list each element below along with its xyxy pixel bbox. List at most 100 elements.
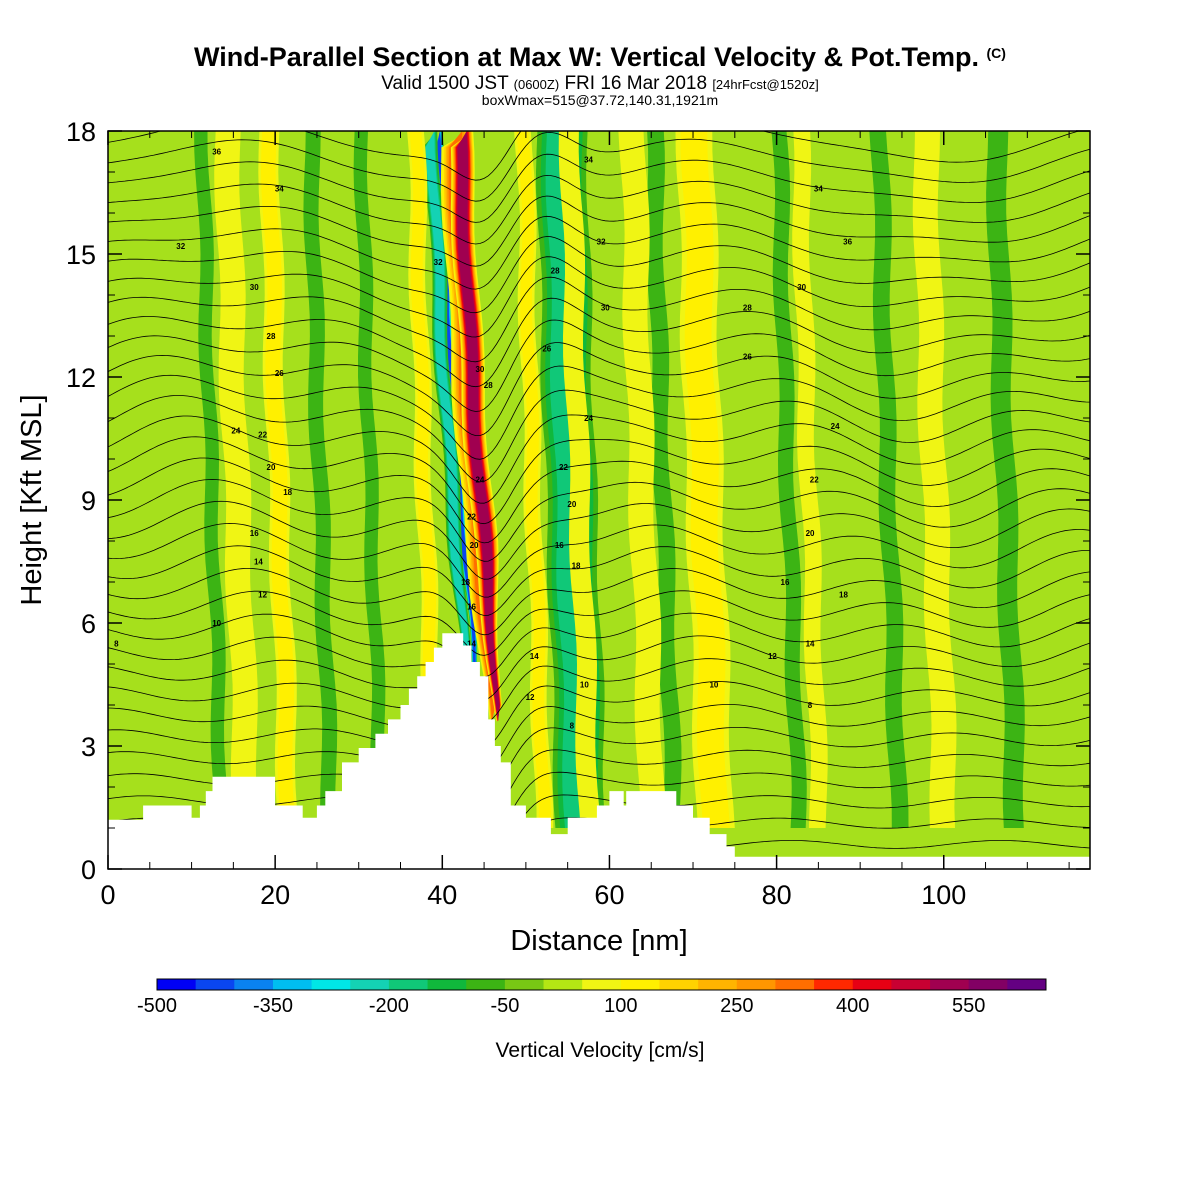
updraft-band-2-shell-0 xyxy=(214,131,259,828)
colorbar-swatch-5 xyxy=(350,979,390,990)
updraft-band-4-shell-0 xyxy=(792,131,828,828)
theta-label-43: 20 xyxy=(806,529,815,538)
colorbar: -500 -350 -200 -50 100 250 400 550 xyxy=(137,978,1047,1017)
colorbar-swatch-20 xyxy=(930,979,970,990)
theta-label-32: 24 xyxy=(584,414,593,423)
forecast-info: [24hrFcst@1520z] xyxy=(712,77,819,92)
colorbar-swatch-13 xyxy=(659,979,699,990)
theta-label-44: 22 xyxy=(810,476,819,485)
theta-label-37: 34 xyxy=(584,156,593,165)
theta-contour-33 xyxy=(108,131,1081,181)
theta-contour-14 xyxy=(108,522,1090,598)
theta-contour-21 xyxy=(108,365,1090,460)
theta-contour-30 xyxy=(108,174,1090,245)
downdraft-band-9-shell-0 xyxy=(986,131,1025,828)
y-tick-label-5: 15 xyxy=(66,240,96,270)
downdraft-band-4-shell-0 xyxy=(645,131,682,828)
colorbar-swatch-15 xyxy=(736,979,776,990)
colorbar-label: Vertical Velocity [cm/s] xyxy=(496,1039,705,1062)
updraft-band-8-shell-1 xyxy=(261,131,296,828)
theta-label-0: 8 xyxy=(114,640,119,649)
theta-label-33: 26 xyxy=(542,344,551,353)
theta-label-45: 24 xyxy=(831,422,840,431)
colorbar-frame xyxy=(156,978,1047,991)
theta-contour-5 xyxy=(108,727,1090,800)
theta-label-48: 30 xyxy=(797,283,806,292)
colorbar-swatch-14 xyxy=(698,979,738,990)
colorbar-tick-label-0: -500 xyxy=(137,995,177,1017)
x-tick-label-1: 20 xyxy=(260,880,290,910)
theta-label-25: 12 xyxy=(526,693,535,702)
theta-label-20: 20 xyxy=(470,541,479,550)
theta-contour-27 xyxy=(108,236,1090,314)
colorbar-swatch-21 xyxy=(968,979,1008,990)
colorbar-swatch-4 xyxy=(311,979,351,990)
theta-label-8: 24 xyxy=(231,426,240,435)
colorbar-tick-label-5: 250 xyxy=(720,995,753,1017)
chart-title: Wind-Parallel Section at Max W: Vertical… xyxy=(0,42,1200,73)
theta-label-30: 20 xyxy=(567,500,576,509)
theta-label-9: 26 xyxy=(275,369,284,378)
theta-label-23: 14 xyxy=(467,640,476,649)
downdraft-band-1-shell-3 xyxy=(425,131,471,722)
theta-label-16: 30 xyxy=(475,365,484,374)
colorbar-swatch-2 xyxy=(234,979,274,990)
colorbar-tick-label-4: 100 xyxy=(604,995,637,1017)
theta-label-51: 8 xyxy=(808,701,813,710)
theta-label-1: 10 xyxy=(212,619,221,628)
updraft-band-5-shell-1 xyxy=(409,131,442,828)
theta-label-35: 30 xyxy=(601,303,610,312)
theta-label-29: 18 xyxy=(572,562,581,571)
downdraft-band-5-shell-0 xyxy=(771,131,807,828)
theta-contour-19 xyxy=(108,414,1090,504)
theta-contour-4 xyxy=(108,749,1090,824)
colorbar-swatch-19 xyxy=(891,979,931,990)
downdraft-band-8-shell-0 xyxy=(353,131,388,828)
theta-contour-26 xyxy=(108,256,1090,338)
theta-contour-32 xyxy=(108,131,1090,202)
theta-label-13: 34 xyxy=(275,184,284,193)
updraft-band-7-shell-1 xyxy=(680,131,730,828)
x-tick-label-3: 60 xyxy=(594,880,624,910)
colorbar-swatch-12 xyxy=(620,979,660,990)
valid-date: FRI 16 Mar 2018 xyxy=(564,73,708,94)
updraft-band-3-shell-0 xyxy=(912,131,957,828)
theta-label-34: 28 xyxy=(551,266,560,275)
colorbar-swatch-11 xyxy=(582,979,622,990)
theta-label-15: 32 xyxy=(434,258,443,267)
theta-contour-23 xyxy=(108,319,1090,412)
theta-label-49: 34 xyxy=(814,184,823,193)
updraft-band-1-shell-0 xyxy=(558,131,601,828)
colorbar-swatch-16 xyxy=(775,979,815,990)
terrain xyxy=(108,633,1090,869)
x-tick-label-5: 100 xyxy=(921,880,966,910)
theta-contour-17 xyxy=(108,457,1090,544)
colorbar-tick-label-7: 550 xyxy=(952,995,985,1017)
y-tick-label-1: 3 xyxy=(81,732,96,762)
theta-label-11: 30 xyxy=(250,283,259,292)
theta-label-26: 8 xyxy=(570,722,575,731)
x-axis-label: Distance [nm] xyxy=(510,925,687,957)
theta-label-27: 10 xyxy=(580,681,589,690)
colorbar-swatch-7 xyxy=(427,979,467,990)
y-tick-label-2: 6 xyxy=(81,609,96,639)
theta-label-18: 24 xyxy=(475,476,484,485)
theta-label-21: 18 xyxy=(461,578,470,587)
theta-label-2: 12 xyxy=(258,590,267,599)
theta-label-14: 36 xyxy=(212,148,221,157)
theta-contour-31 xyxy=(108,153,1090,223)
theta-contour-12 xyxy=(108,568,1090,636)
theta-contour-24 xyxy=(108,297,1090,388)
theta-label-17: 28 xyxy=(484,381,493,390)
downdraft-band-3-shell-0 xyxy=(303,131,338,828)
theta-contour-11 xyxy=(108,590,1090,656)
theta-label-46: 26 xyxy=(743,353,752,362)
theta-contour-18 xyxy=(108,436,1090,525)
theta-label-36: 32 xyxy=(597,238,606,247)
theta-label-42: 18 xyxy=(839,590,848,599)
theta-contour-10 xyxy=(108,612,1090,678)
theta-contour-13 xyxy=(108,545,1090,616)
plot-area: 8101214161820222426283032343632302824222… xyxy=(108,131,1090,869)
colorbar-swatch-8 xyxy=(466,979,506,990)
